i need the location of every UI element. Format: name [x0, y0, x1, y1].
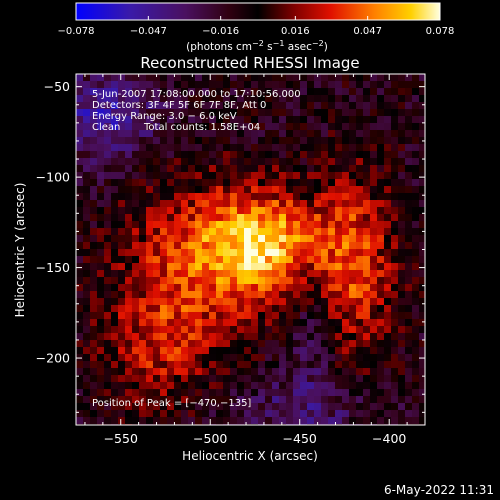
- y-tick-label: −200: [36, 351, 70, 366]
- x-tick-label: −450: [283, 431, 317, 446]
- annotation-clean: Clean: [92, 122, 120, 133]
- y-tick-label: −50: [44, 79, 70, 94]
- annotation-peak: Position of Peak = [−470,−135]: [92, 398, 251, 409]
- colorbar: [75, 2, 441, 21]
- y-tick-label: −100: [36, 170, 70, 185]
- colorbar-tick-label: −0.016: [202, 26, 239, 37]
- annotation-time: 5‑Jun‑2007 17:08:00.000 to 17:10:56.000: [92, 89, 301, 100]
- annotation-counts: Total counts: 1.58E+04: [143, 122, 260, 133]
- x-tick-label: −500: [193, 431, 227, 446]
- colorbar-tick-label: 0.078: [426, 26, 455, 37]
- x-axis-label: Heliocentric X (arcsec): [182, 449, 318, 463]
- colorbar-tick-label: −0.047: [130, 26, 167, 37]
- y-tick-label: −150: [36, 260, 70, 275]
- x-tick-label: −400: [372, 431, 406, 446]
- colorbar-tick-label: 0.016: [281, 26, 310, 37]
- colorbar-ticks: −0.078 −0.047 −0.016 0.016 0.047 0.078: [57, 16, 454, 37]
- chart-title: Reconstructed RHESSI Image: [140, 54, 359, 72]
- annotation-detectors: Detectors: 3F 4F 5F 6F 7F 8F, Att 0: [92, 100, 266, 111]
- colorbar-unit-label: (photons cm−2 s−1 asec−2): [186, 39, 328, 53]
- colorbar-tick-label: 0.047: [353, 26, 382, 37]
- x-tick-label: −550: [104, 431, 138, 446]
- annotation-energy: Energy Range: 3.0 − 6.0 keV: [92, 111, 237, 122]
- colorbar-tick-label: −0.078: [57, 26, 94, 37]
- y-axis-label: Heliocentric Y (arcsec): [13, 183, 27, 318]
- heatmap-image: [76, 74, 425, 425]
- axis-ticks: −550 −500 −450 −400 −50 −100 −150 −200: [36, 74, 426, 446]
- footer-timestamp: 6‑May‑2022 11:31: [384, 483, 494, 497]
